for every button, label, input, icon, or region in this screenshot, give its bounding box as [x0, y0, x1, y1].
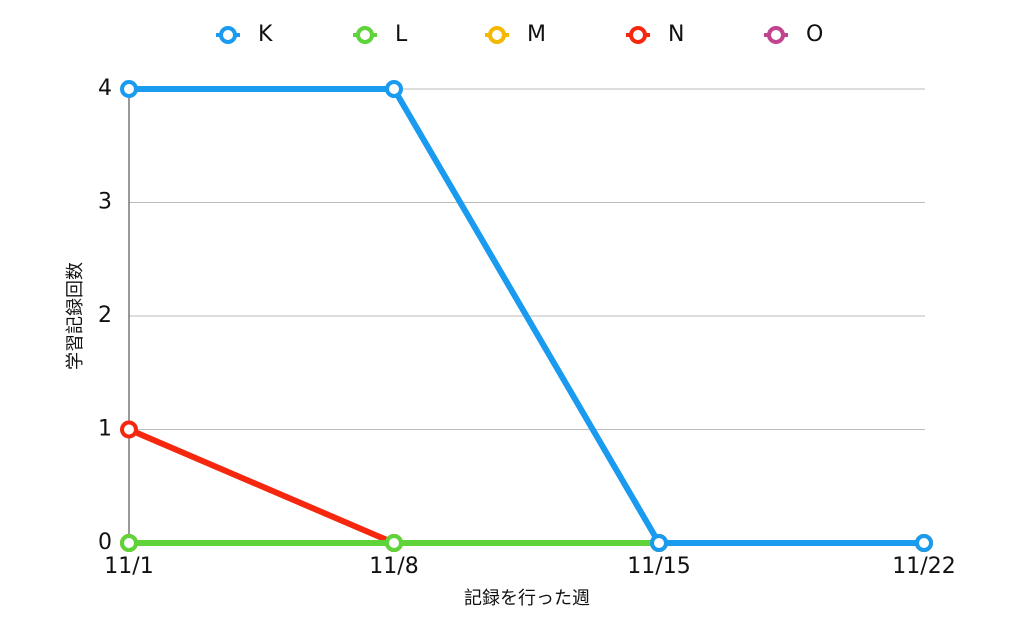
y-tick-label: 3 — [98, 190, 112, 215]
data-point — [385, 534, 403, 552]
y-tick-label: 1 — [98, 417, 112, 442]
data-point — [120, 534, 138, 552]
data-point — [120, 420, 138, 439]
x-tick-label: 11/15 — [627, 554, 690, 579]
x-tick-label: 11/8 — [369, 554, 418, 579]
y-tick-label: 2 — [98, 303, 112, 328]
data-point — [915, 534, 933, 552]
y-axis-label: 学習記録回数 — [65, 262, 86, 370]
y-tick-label: 0 — [98, 530, 112, 555]
legend-label: K — [258, 22, 273, 47]
legend-marker — [356, 26, 374, 44]
y-tick-label: 4 — [98, 76, 112, 101]
legend-label: M — [527, 22, 546, 47]
legend-marker — [767, 26, 785, 44]
legend-marker — [219, 26, 237, 44]
data-point — [385, 80, 403, 98]
data-point — [650, 534, 668, 552]
data-point — [120, 80, 138, 98]
legend-label: L — [395, 22, 408, 47]
legend-marker — [488, 26, 506, 44]
x-tick-label: 11/22 — [892, 554, 955, 579]
x-axis-label: 記録を行った週 — [464, 588, 590, 609]
legend-label: N — [668, 22, 684, 47]
legend-marker — [629, 26, 647, 44]
legend-label: O — [806, 22, 823, 47]
series-line — [127, 426, 924, 546]
x-tick-label: 11/1 — [104, 554, 153, 579]
series-line — [129, 86, 924, 546]
